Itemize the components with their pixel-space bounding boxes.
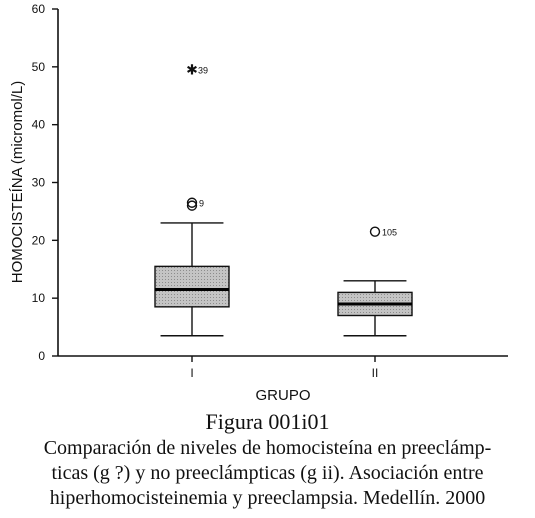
x-tick-label: II xyxy=(372,366,379,380)
box-group-I: 9 ✱ 39 xyxy=(154,62,230,337)
caption-line-1: Comparación de niveles de homocisteína e… xyxy=(43,437,492,459)
y-tick-label: 10 xyxy=(32,291,46,305)
x-axis-label: GRUPO xyxy=(255,387,310,404)
iqr-box xyxy=(154,265,230,308)
outlier-point xyxy=(186,200,198,211)
box-group-II: 105 xyxy=(337,226,413,337)
y-tick-label: 50 xyxy=(32,60,46,74)
outlier-label: 105 xyxy=(382,228,397,238)
extreme-point: ✱ xyxy=(186,62,198,78)
y-axis-label: HOMOCISTEÍNA (micromol/L) xyxy=(9,81,26,284)
outlier-label: 9 xyxy=(199,199,204,209)
boxes: 9 ✱ 39 105 xyxy=(154,62,413,337)
y-tick-label: 0 xyxy=(38,349,45,363)
y-tick-label: 40 xyxy=(32,118,46,132)
outlier-point xyxy=(369,226,381,237)
outlier-point xyxy=(186,197,198,208)
x-tick-label: I xyxy=(190,366,193,380)
y-tick-label: 20 xyxy=(32,233,46,247)
caption-line-2: ticas (g ?) y no preeclámpticas (g ii). … xyxy=(51,462,484,484)
y-tick-label: 60 xyxy=(32,2,46,16)
y-tick-label: 30 xyxy=(32,176,46,190)
figure-label: Figura 001i01 xyxy=(205,409,330,434)
caption-line-3: hiperhomocisteinemia y preeclampsia. Med… xyxy=(49,487,486,509)
extreme-label: 39 xyxy=(198,66,208,76)
